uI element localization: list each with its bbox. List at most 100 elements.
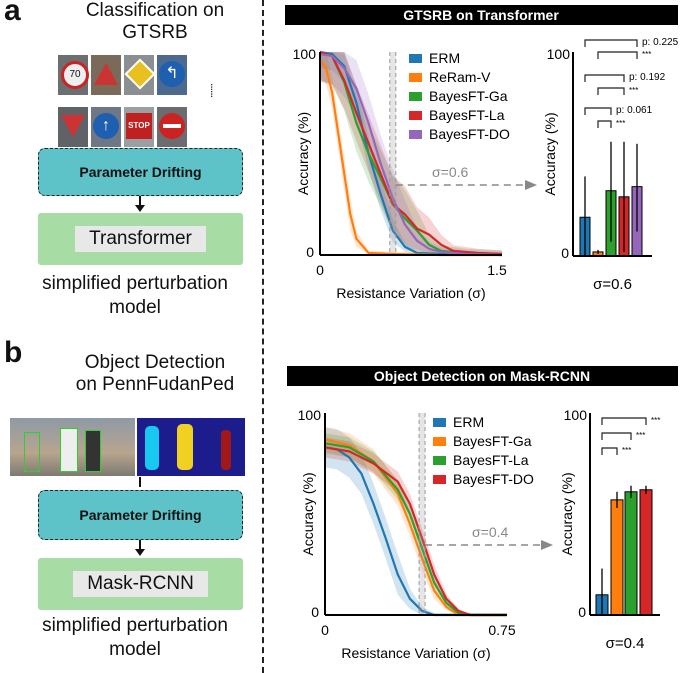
y-axis-label: Accuracy (%): [300, 472, 316, 555]
legend-swatch: [409, 111, 422, 120]
legend-swatch: [433, 456, 446, 465]
panel-a-title-line1: Classification on: [85, 0, 225, 21]
series-line-bayesft-la: [324, 442, 507, 617]
legend-label: ERM: [453, 414, 484, 430]
significance-bracket: [584, 74, 625, 82]
series-line-bayesft-do: [319, 52, 503, 257]
y-tick-label: 0: [306, 244, 314, 260]
bar-bayesft-do: [639, 489, 653, 616]
significance-bracket: [601, 417, 647, 425]
significance-bracket: [597, 87, 625, 95]
chart-a-title-bar: [285, 5, 678, 25]
model-label-a: Transformer: [75, 226, 206, 252]
legend-swatch: [433, 475, 446, 484]
panel-a-label: a: [4, 0, 21, 27]
parameter-drifting-box-b: Parameter Drifting: [38, 490, 243, 540]
sign-yield: [58, 107, 88, 147]
x-tick-label: 1.5: [487, 262, 507, 278]
panel-b-title-line2: on PennFudanPed: [75, 374, 235, 395]
legend-swatch: [409, 54, 422, 63]
significance-bracket: [601, 432, 632, 440]
flow-arrow-b2: [139, 540, 141, 550]
significance-bracket: [584, 39, 638, 47]
caption-a: simplified perturbation model: [0, 272, 270, 320]
significance-label: ***: [642, 50, 651, 59]
sign-speed-limit: 70: [58, 55, 89, 95]
highlight-band: [419, 413, 426, 615]
y-tick-label: 100: [564, 407, 588, 423]
confidence-band-bayesft-la: [320, 52, 502, 255]
caption-b-line1: simplified perturbation: [42, 615, 228, 636]
legend-label: ReRam-V: [429, 69, 491, 85]
gtsrb-sign-images: 70 ↰ ↑ STOP ......: [58, 55, 223, 160]
sign-warning: [91, 55, 121, 95]
legend-label: BayesFT-Ga: [429, 88, 508, 104]
legend-label: ERM: [429, 50, 460, 66]
x-tick-label: 0.75: [488, 622, 515, 638]
highlight-label: σ=0.4: [472, 524, 508, 540]
confidence-band-bayesft-do: [320, 52, 502, 255]
y-tick-label: 100: [298, 407, 322, 423]
flow-arrow-b1: [139, 477, 141, 487]
legend-swatch: [433, 418, 446, 427]
series-line-erm: [324, 446, 507, 617]
significance-bracket: [597, 51, 638, 59]
caption-b: simplified perturbation model: [0, 614, 270, 662]
confidence-band-bayesft-ga: [320, 52, 502, 255]
significance-label: ***: [636, 431, 645, 440]
confidence-band-bayesft-do: [325, 437, 507, 615]
x-tick-label: 0: [321, 622, 329, 638]
segmentation-mask: [137, 418, 245, 476]
significance-bracket: [601, 447, 618, 455]
chart-b-title: Object Detection on Mask-RCNN: [374, 368, 590, 384]
significance-label: p: 0.225: [642, 37, 679, 48]
series-line-erm: [319, 50, 503, 257]
x-tick-label: 0: [316, 262, 324, 278]
significance-label: p: 0.061: [616, 105, 653, 116]
sign-turn-left: ↰: [157, 55, 187, 95]
significance-label: p: 0.192: [629, 72, 666, 83]
significance-bracket: [584, 107, 612, 115]
caption-a-line1: simplified perturbation: [42, 273, 228, 294]
significance-label: ***: [616, 119, 625, 128]
x-axis-label: Resistance Variation (σ): [341, 645, 490, 661]
bar-bayesft-la: [624, 491, 638, 616]
sign-no-entry: [157, 107, 187, 147]
panel-divider: [262, 0, 264, 673]
arrow-head-icon: [541, 540, 553, 550]
y-axis-label: Accuracy (%): [542, 112, 558, 195]
mask-rcnn-box: Mask-RCNN: [38, 558, 243, 610]
caption-b-line2: model: [109, 639, 161, 660]
series-line-bayesft-do: [324, 446, 507, 617]
chart-a-title: GTSRB on Transformer: [403, 7, 559, 23]
y-tick-label: 0: [311, 604, 319, 620]
arrowhead-icon: [135, 205, 145, 212]
panel-b-label: b: [4, 336, 23, 369]
arrow-head-icon: [525, 180, 537, 190]
significance-bracket: [597, 120, 612, 128]
y-tick-label: 0: [578, 604, 586, 620]
x-axis-label: σ=0.6: [593, 276, 632, 293]
significance-label: ***: [622, 446, 631, 455]
transformer-box: Transformer: [38, 213, 243, 265]
highlight-label: σ=0.6: [432, 164, 468, 180]
arrowhead-icon: [135, 549, 145, 556]
panel-a-title: Classification on GTSRB: [40, 0, 270, 44]
legend-swatch: [409, 130, 422, 139]
y-axis-label: Accuracy (%): [295, 112, 311, 195]
pedestrian-photo: [10, 418, 135, 476]
sign-priority: [124, 55, 156, 95]
y-tick-label: 100: [293, 46, 317, 62]
legend-label: BayesFT-Ga: [453, 433, 532, 449]
caption-a-line2: model: [109, 297, 161, 318]
panel-b-title-line1: Object Detection: [84, 352, 226, 373]
y-tick-label: 100: [547, 46, 571, 62]
parameter-drifting-box-a: Parameter Drifting: [38, 148, 243, 196]
legend-swatch: [409, 92, 422, 101]
y-axis-label: Accuracy (%): [559, 472, 575, 555]
flow-arrow-a: [139, 196, 141, 206]
significance-label: ***: [651, 416, 660, 425]
sign-ahead: ↑: [91, 107, 121, 147]
sign-stop: STOP: [124, 107, 154, 147]
